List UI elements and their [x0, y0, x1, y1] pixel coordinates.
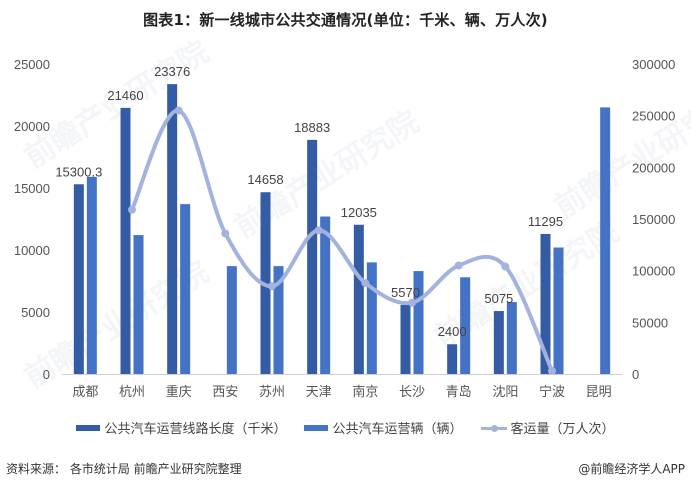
bar-value-label: 23376: [154, 64, 190, 79]
left-axis-tick: 20000: [14, 119, 50, 134]
legend-label: 公共汽车运营线路长度（千米）: [104, 422, 287, 437]
category-label: 昆明: [586, 385, 612, 400]
bar-vehicles: [86, 176, 97, 374]
bar-value-label: 5570: [391, 285, 420, 300]
brand-credit: @前瞻经济学人APP: [578, 462, 685, 476]
bar-vehicles: [273, 266, 284, 374]
left-axis-tick: 25000: [14, 57, 50, 72]
legend-swatch-dark-blue: [76, 424, 101, 431]
line-marker: [221, 229, 230, 238]
line-marker: [314, 226, 323, 235]
bar-route-length: [493, 311, 504, 374]
bar-vehicles: [413, 271, 424, 374]
bar-series: [73, 84, 611, 375]
right-axis-tick: 50000: [632, 315, 668, 330]
bar-value-label: 11295: [528, 214, 563, 229]
category-label: 长沙: [399, 385, 425, 400]
bar-value-label: 18883: [294, 120, 330, 135]
left-axis: 0 5000 10000 15000 20000 25000: [14, 57, 50, 382]
line-marker: [268, 282, 276, 291]
category-label: 宁波: [539, 384, 565, 400]
bar-route-length: [540, 233, 551, 374]
bar-vehicles: [320, 216, 331, 374]
bar-value-label: 21460: [107, 88, 143, 103]
category-label: 南京: [352, 384, 378, 400]
bar-route-length: [400, 304, 411, 374]
category-label: 杭州: [119, 385, 145, 400]
bar-route-length: [167, 84, 178, 374]
category-labels: 成都 杭州 重庆 西安 苏州 天津 南京 长沙 青岛 沈阳 宁波 昆明: [72, 384, 611, 400]
bar-vehicles: [180, 204, 191, 374]
left-axis-tick: 0: [43, 367, 50, 382]
bar-value-label: 14658: [247, 172, 283, 187]
bar-vehicles: [133, 235, 144, 374]
category-label: 苏州: [259, 384, 285, 400]
category-label: 天津: [306, 385, 332, 400]
chart-title: 图表1：新一线城市公共交通情况(单位：千米、辆、万人次): [143, 11, 548, 29]
source-note: 资料来源： 各市统计局 前瞻产业研究院整理: [6, 462, 242, 476]
line-marker: [548, 366, 556, 375]
line-marker: [501, 262, 510, 271]
bar-route-length: [120, 107, 131, 374]
right-axis-tick: 100000: [632, 264, 675, 279]
line-marker: [361, 279, 370, 288]
line-marker: [174, 106, 183, 115]
legend-item-passenger-volume[interactable]: 客运量（万人次）: [480, 418, 615, 437]
passenger-volume-line: [130, 108, 554, 373]
right-axis: 0 50000 100000 150000 200000 250000 300000: [632, 57, 675, 382]
bar-route-length: [307, 139, 318, 374]
right-axis-tick: 150000: [632, 212, 675, 227]
category-label: 青岛: [446, 384, 472, 400]
legend-swatch-line-marker: [480, 423, 507, 433]
right-axis-tick: 200000: [632, 160, 675, 175]
legend-swatch-blue: [304, 424, 329, 431]
line-marker: [128, 205, 136, 214]
bar-route-length: [73, 184, 84, 374]
legend-label: 客运量（万人次）: [510, 422, 615, 437]
bar-vehicles: [460, 277, 471, 374]
bar-vehicles: [553, 247, 564, 374]
bar-value-label: 15300.3: [55, 164, 102, 179]
line-marker: [408, 298, 416, 307]
bar-value-label: 2400: [438, 324, 467, 339]
right-axis-tick: 300000: [632, 57, 675, 72]
bar-vehicles: [226, 266, 237, 374]
bar-vehicles: [366, 262, 377, 374]
left-axis-tick: 5000: [21, 305, 50, 320]
category-label: 重庆: [166, 384, 192, 400]
data-labels: 15300.3 21460 23376 14658 18883 12035 5570 2400…: [55, 64, 563, 339]
bar-vehicles: [600, 107, 611, 375]
legend-item-route-length[interactable]: 公共汽车运营线路长度（千米）: [76, 418, 286, 437]
bar-vehicles: [506, 302, 517, 374]
line-series: [128, 106, 556, 375]
bar-value-label: 12035: [341, 205, 377, 220]
category-label: 沈阳: [492, 385, 518, 400]
line-marker: [454, 261, 463, 270]
left-axis-tick: 10000: [14, 243, 50, 258]
bar-route-length: [447, 344, 458, 374]
legend-item-vehicles[interactable]: 公共汽车运营辆（辆）: [304, 418, 463, 437]
bar-route-length: [353, 224, 364, 374]
right-axis-tick: 0: [632, 367, 639, 382]
left-axis-tick: 15000: [14, 181, 50, 196]
bar-value-label: 5075: [484, 291, 513, 306]
category-label: 西安: [212, 385, 238, 400]
legend: 公共汽车运营线路长度（千米） 公共汽车运营辆（辆） 客运量（万人次）: [0, 418, 691, 437]
legend-label: 公共汽车运营辆（辆）: [332, 422, 463, 437]
right-axis-tick: 250000: [632, 109, 675, 124]
chart-plot-area: 0 5000 10000 15000 20000 25000 0 50000 100000 15…: [14, 57, 676, 400]
category-label: 成都: [72, 385, 98, 400]
